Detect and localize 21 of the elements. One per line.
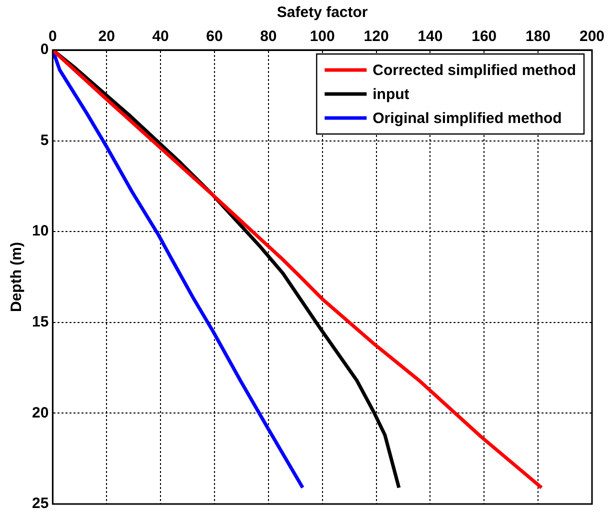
x-tick-label: 40 [152, 28, 169, 46]
y-tick-label: 15 [32, 314, 49, 331]
x-axis-title: Safety factor [276, 4, 368, 22]
x-tick-label: 60 [206, 28, 223, 46]
y-tick-label: 20 [32, 404, 49, 422]
y-tick-label: 0 [40, 41, 49, 58]
legend-label: input [372, 86, 410, 104]
x-tick-label: 180 [526, 28, 551, 46]
x-tick-label: 80 [260, 28, 277, 46]
x-tick-label: 140 [418, 28, 443, 46]
y-axis-title: Depth (m) [8, 242, 26, 312]
x-tick-label: 120 [364, 28, 389, 46]
y-tick-label: 25 [32, 495, 49, 512]
legend-label: Corrected simplified method [372, 62, 576, 80]
y-tick-label: 10 [32, 222, 49, 240]
x-tick-label: 20 [98, 28, 115, 46]
x-tick-label: 100 [310, 28, 335, 46]
y-tick-label: 5 [40, 132, 49, 149]
x-tick-label: 160 [472, 28, 497, 46]
x-tick-label: 200 [579, 28, 605, 46]
legend-label: Original simplified method [372, 110, 562, 128]
